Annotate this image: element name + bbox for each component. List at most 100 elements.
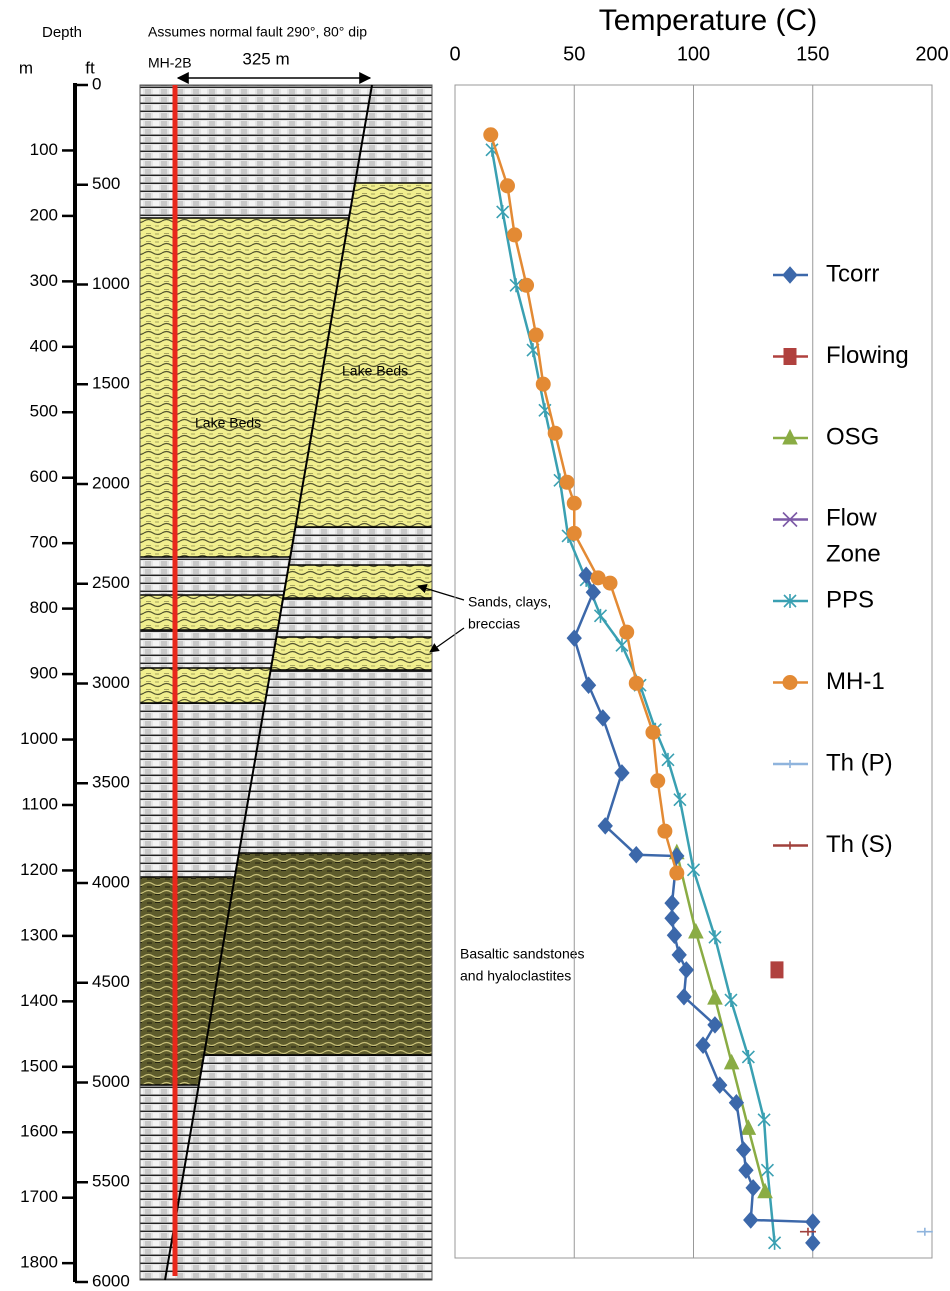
y2-tick-label: 3500	[92, 773, 130, 792]
data-point	[628, 675, 644, 691]
y-tick-label: 1200	[20, 860, 58, 879]
data-point	[768, 1235, 782, 1250]
y-tick-label: 1300	[20, 925, 58, 944]
legend-label: OSG	[826, 423, 879, 450]
data-point	[740, 1119, 757, 1135]
y-tick-label: 1100	[21, 794, 58, 813]
rock-layer	[140, 85, 372, 218]
data-point	[728, 1094, 745, 1112]
y-tick-label: 800	[30, 598, 58, 617]
data-point	[566, 629, 582, 647]
legend-marker	[782, 266, 798, 284]
data-point	[566, 495, 582, 511]
series-line	[490, 149, 776, 1243]
data-point	[805, 1234, 821, 1252]
chart-title: Temperature (C)	[599, 4, 817, 37]
y-tick-label: 1500	[20, 1056, 58, 1075]
y2-tick-label: 6000	[92, 1271, 130, 1290]
data-point	[805, 1213, 821, 1231]
x-tick-label: 200	[915, 43, 948, 65]
data-point	[614, 764, 630, 782]
y2-tick-label: 1500	[92, 374, 130, 393]
pointer-arrow	[429, 627, 465, 653]
data-point	[673, 792, 687, 807]
data-point	[595, 709, 611, 727]
unit-label: Lake Beds	[195, 415, 261, 431]
series-line	[489, 134, 679, 874]
data-point	[615, 638, 629, 653]
legend-marker	[782, 511, 798, 528]
unit-label: Lake Beds	[342, 363, 408, 379]
data-point	[566, 525, 582, 541]
data-point	[723, 1053, 740, 1070]
rock-layer	[165, 1055, 432, 1280]
data-point	[619, 624, 635, 640]
data-point	[580, 676, 597, 694]
data-point	[593, 608, 608, 623]
legend-label: Flow Zone	[826, 505, 881, 568]
data-point	[741, 1049, 755, 1064]
y-tick-label: 300	[30, 271, 58, 290]
data-point	[738, 1161, 754, 1179]
pointer-arrow	[417, 583, 465, 601]
y-tick-label: 1700	[20, 1187, 58, 1206]
y-tick-label: 100	[30, 140, 58, 159]
offset-label: 325 m	[242, 49, 289, 68]
data-point	[645, 724, 661, 740]
unit-label: and hyaloclastites	[460, 968, 571, 984]
data-point	[688, 922, 704, 939]
y-tick-label: 1600	[20, 1122, 58, 1141]
data-point	[671, 946, 687, 964]
data-point	[669, 865, 685, 881]
legend-label: Flowing	[826, 342, 909, 369]
fault-note: Assumes normal fault 290°, 80° dip	[148, 24, 367, 40]
y2-tick-label: 2500	[92, 573, 130, 592]
y-tick-label: 1000	[20, 729, 58, 748]
data-point	[585, 583, 601, 602]
data-point	[535, 376, 551, 392]
legend-marker	[782, 675, 798, 690]
data-point	[507, 227, 523, 243]
y2-axis-unit: ft	[85, 58, 95, 77]
data-point	[528, 327, 544, 343]
data-point	[743, 1211, 759, 1229]
lithology-column	[139, 84, 433, 1281]
y2-tick-label: 500	[92, 174, 120, 193]
y-tick-label: 600	[30, 467, 58, 486]
y-tick-label: 1800	[20, 1253, 58, 1272]
data-point	[499, 178, 515, 194]
y-tick-label: 400	[30, 336, 58, 355]
data-point	[757, 1112, 771, 1127]
data-point	[724, 993, 738, 1008]
data-point	[686, 862, 701, 877]
legend-marker	[783, 348, 797, 365]
data-point	[664, 894, 680, 912]
data-point	[509, 278, 523, 293]
y2-tick-label: 2000	[92, 473, 130, 492]
data-point	[664, 909, 680, 927]
y2-tick-label: 0	[92, 74, 101, 93]
data-point	[602, 575, 618, 591]
data-point	[745, 1179, 761, 1197]
data-point	[712, 1076, 728, 1094]
data-point	[799, 1227, 816, 1236]
y-tick-label: 500	[30, 402, 58, 421]
data-point	[578, 566, 594, 585]
data-point	[770, 961, 784, 979]
legend-label: PPS	[826, 586, 874, 613]
data-point	[695, 1036, 711, 1054]
x-tick-label: 150	[796, 43, 829, 65]
y2-tick-label: 3000	[92, 673, 130, 692]
data-point	[676, 987, 692, 1006]
y-tick-label: 1400	[20, 991, 58, 1010]
y-tick-label: 200	[30, 205, 58, 224]
legend-label: MH-1	[826, 668, 885, 695]
y2-tick-label: 5000	[92, 1072, 130, 1091]
legend-label: Th (S)	[826, 831, 893, 858]
legend-label: Th (P)	[826, 749, 893, 776]
data-point	[666, 926, 683, 944]
legend-marker	[782, 428, 798, 445]
fault-line	[164, 84, 373, 1281]
x-tick-label: 100	[677, 43, 710, 65]
